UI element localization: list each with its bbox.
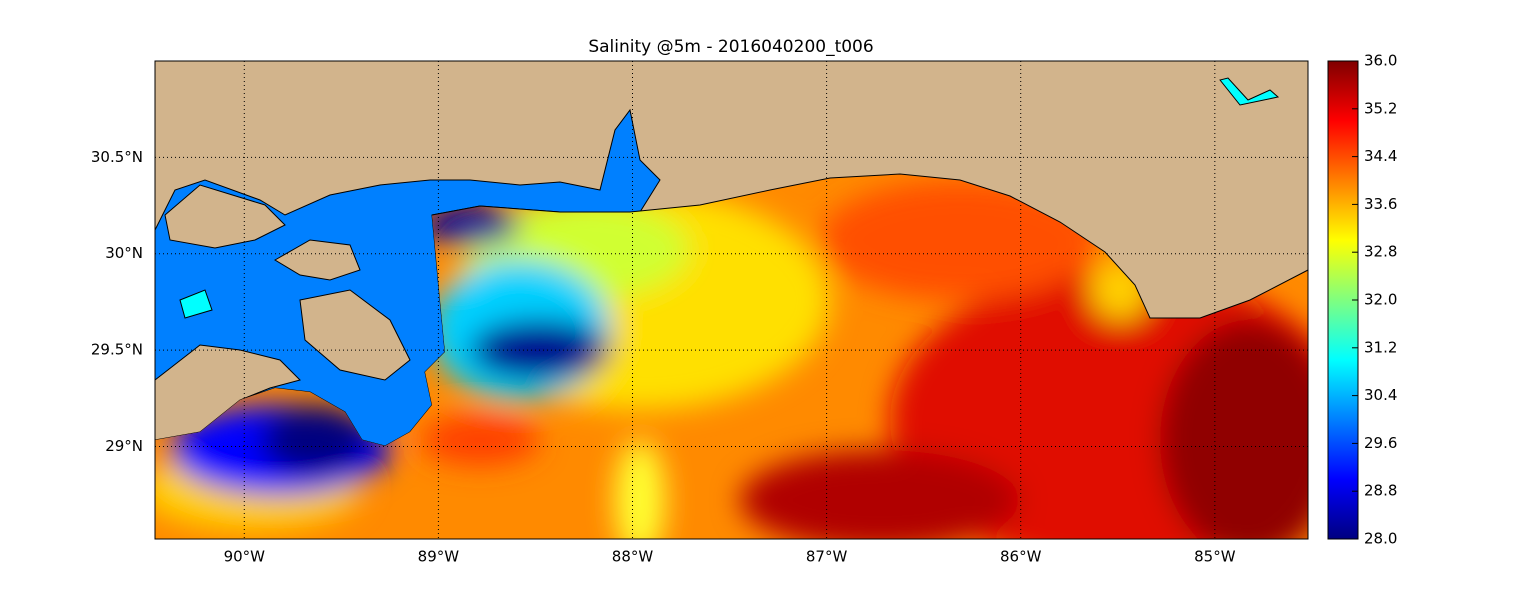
y-tick-label: 30.5°N [91, 148, 143, 166]
x-tick-label: 89°W [418, 548, 460, 566]
x-tick-label: 85°W [1194, 548, 1236, 566]
colorbar-tick-label: 30.4 [1364, 386, 1397, 404]
lake [179, 289, 213, 319]
map-area [155, 61, 1308, 539]
colorbar-tick-label: 29.6 [1364, 434, 1397, 452]
lake [1219, 77, 1280, 106]
colorbar-tick-label: 28.8 [1364, 482, 1397, 500]
x-tick-label: 88°W [612, 548, 654, 566]
colorbar-tick-label: 36.0 [1364, 52, 1397, 70]
y-tick-label: 29.5°N [91, 341, 143, 359]
colorbar-tick-label: 35.2 [1364, 99, 1397, 117]
x-tick-label: 86°W [1000, 548, 1042, 566]
land-island [274, 239, 361, 281]
colorbar-tick-label: 28.0 [1364, 530, 1397, 548]
coastline [431, 173, 1308, 319]
salinity-field [155, 174, 1308, 539]
land-island [164, 184, 286, 249]
x-tick-label: 87°W [806, 548, 848, 566]
map-title: Salinity @5m - 2016040200_t006 [588, 37, 873, 57]
y-tick-label: 30°N [105, 244, 143, 262]
colorbar-tick-label: 33.6 [1364, 195, 1397, 213]
map-frame [154, 60, 1309, 540]
y-tick-label: 29°N [105, 437, 143, 455]
land-island [299, 289, 411, 381]
colorbar-tick-label: 34.4 [1364, 147, 1397, 165]
x-tick-label: 90°W [224, 548, 266, 566]
colorbar-tick-label: 32.0 [1364, 291, 1397, 309]
colorbar-tick-label: 32.8 [1364, 243, 1397, 261]
colorbar-tick-label: 31.2 [1364, 338, 1397, 356]
